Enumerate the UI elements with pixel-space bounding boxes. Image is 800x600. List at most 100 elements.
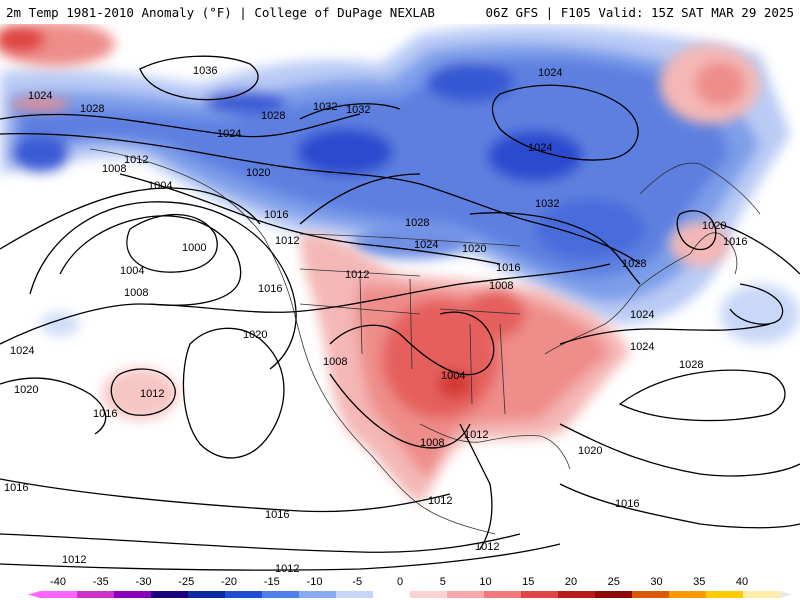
iso-1028-ak: 1028 (261, 110, 285, 122)
colorbar-swatch (114, 591, 152, 598)
iso-1020-pl: 1020 (462, 243, 486, 255)
colorbar-tick-label: 40 (736, 576, 748, 588)
colorbar-swatch (336, 591, 374, 598)
colorbar-swatch (188, 591, 226, 598)
colorbar-swatch (40, 591, 78, 598)
colorbar-swatch (669, 591, 707, 598)
iso-1008-nepac: 1008 (102, 163, 126, 175)
cold-anomaly-region (0, 25, 800, 344)
colorbar-swatch (225, 591, 263, 598)
iso-1028-ne: 1028 (622, 258, 646, 270)
iso-1020-fl: 1020 (578, 445, 602, 457)
colorbar-tick-label: -35 (93, 576, 109, 588)
iso-1004-low: 1004 (120, 265, 144, 277)
colorbar-swatch (373, 591, 411, 598)
colorbar-tick-label: 15 (522, 576, 534, 588)
iso-1028-atl: 1028 (679, 359, 703, 371)
colorbar-tick-label: -20 (221, 576, 237, 588)
iso-1008-sw: 1008 (323, 356, 347, 368)
colorbar-tick-label: -25 (178, 576, 194, 588)
colorbar-swatch (151, 591, 189, 598)
colorbar-tick-label: 0 (397, 576, 403, 588)
colorbar-tick-label: -15 (264, 576, 280, 588)
colorbar-swatch (447, 591, 485, 598)
iso-1012-sw: 1012 (62, 554, 86, 566)
map-title: 2m Temp 1981-2010 Anomaly (°F) | College… (6, 5, 435, 20)
iso-1012-gulf: 1012 (464, 429, 488, 441)
iso-1012-ca: 1012 (475, 541, 499, 553)
iso-1024-nw: 1024 (28, 90, 52, 102)
iso-1024-hud: 1024 (538, 67, 562, 79)
iso-1012-s: 1012 (275, 563, 299, 574)
colorbar-swatch (521, 591, 559, 598)
iso-1032-b: 1032 (346, 104, 370, 116)
iso-1008-tx: 1008 (420, 437, 444, 449)
colorbar-swatches (28, 591, 792, 598)
iso-1004-tx: 1004 (441, 370, 465, 382)
iso-1020-pac2: 1020 (14, 384, 38, 396)
iso-1012-nepac: 1012 (124, 154, 148, 166)
colorbar-swatch (558, 591, 596, 598)
iso-1012-mx: 1012 (428, 495, 452, 507)
iso-1032-can: 1032 (535, 198, 559, 210)
iso-1024-ak: 1024 (217, 128, 241, 140)
iso-1016-w: 1016 (4, 482, 28, 494)
colorbar-tick-label: 30 (650, 576, 662, 588)
iso-1024-pl: 1024 (414, 239, 438, 251)
colorbar-tick-label: 25 (608, 576, 620, 588)
colorbar-tick-label: -10 (307, 576, 323, 588)
anomaly-map: 1036 1024 1028 1024 1028 1032 1032 1024 … (0, 24, 800, 574)
model-run-info: 06Z GFS | F105 Valid: 15Z SAT MAR 29 202… (485, 5, 794, 20)
iso-1008-mw: 1008 (489, 280, 513, 292)
iso-1000: 1000 (182, 242, 206, 254)
iso-1016-gl: 1016 (496, 262, 520, 274)
iso-1016-bc: 1016 (264, 209, 288, 221)
colorbar-tick-label: -5 (352, 576, 362, 588)
iso-1012-mt: 1012 (345, 269, 369, 281)
iso-1020-nf: 1020 (702, 220, 726, 232)
colorbar: -40 -35 -30 -25 -20 -15 -10 -5 0 5 10 15 20 25 30 35 40 (28, 576, 792, 598)
iso-1024-ma: 1024 (630, 309, 654, 321)
iso-1032-a: 1032 (313, 101, 337, 113)
iso-1012-pac: 1012 (140, 388, 164, 400)
colorbar-swatch (595, 591, 633, 598)
map-header: 2m Temp 1981-2010 Anomaly (°F) | College… (0, 0, 800, 24)
isobar-lines (0, 55, 800, 571)
iso-1016-pac: 1016 (93, 408, 117, 420)
colorbar-tick-label: -30 (136, 576, 152, 588)
colorbar-swatch (410, 591, 448, 598)
colorbar-arrow-left (28, 591, 40, 598)
colorbar-swatch (262, 591, 300, 598)
iso-1016-car: 1016 (615, 498, 639, 510)
colorbar-swatch (743, 591, 781, 598)
iso-1016-s: 1016 (265, 509, 289, 521)
iso-1012-wa: 1012 (275, 235, 299, 247)
colorbar-swatch (77, 591, 115, 598)
iso-1020-bc: 1020 (246, 167, 270, 179)
iso-1004-gulf: 1004 (148, 180, 172, 192)
colorbar-swatch (706, 591, 744, 598)
iso-1024-atl: 1024 (630, 341, 654, 353)
iso-1024-pac: 1024 (10, 345, 34, 357)
iso-1024-can: 1024 (528, 142, 552, 154)
colorbar-labels: -40 -35 -30 -25 -20 -15 -10 -5 0 5 10 15 20 25 30 35 40 (50, 576, 748, 588)
iso-1016-nf: 1016 (723, 236, 747, 248)
iso-1036: 1036 (193, 65, 217, 77)
colorbar-tick-label: 35 (693, 576, 705, 588)
colorbar-tick-label: -40 (50, 576, 66, 588)
colorbar-arrow-right (780, 591, 792, 598)
iso-1028-can: 1028 (405, 217, 429, 229)
colorbar-tick-label: 10 (479, 576, 491, 588)
colorbar-swatch (299, 591, 337, 598)
colorbar-swatch (484, 591, 522, 598)
isobar-label-layer: 1036 1024 1028 1024 1028 1032 1032 1024 … (4, 65, 747, 574)
iso-1008-low: 1008 (124, 287, 148, 299)
iso-1016-or: 1016 (258, 283, 282, 295)
iso-1028-nw: 1028 (80, 103, 104, 115)
colorbar-tick-label: 20 (565, 576, 577, 588)
iso-1020-pac: 1020 (243, 329, 267, 341)
colorbar-tick-label: 5 (440, 576, 446, 588)
colorbar-swatch (632, 591, 670, 598)
warm-anomaly-region (0, 24, 760, 504)
